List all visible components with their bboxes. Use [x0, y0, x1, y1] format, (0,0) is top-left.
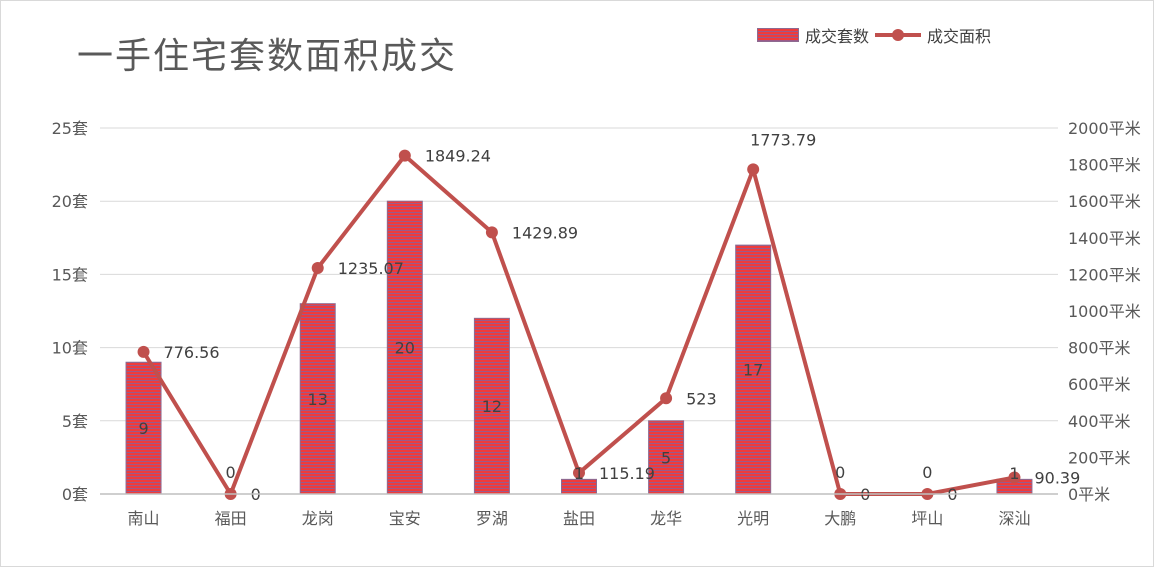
line-value-label: 1235.07 [338, 259, 404, 278]
legend-line-label: 成交面积 [927, 27, 992, 46]
line-value-label: 1429.89 [512, 223, 578, 242]
y-right-tick-label: 0平米 [1068, 485, 1110, 504]
x-tick-label: 龙岗 [302, 509, 334, 528]
y-right-tick-label: 800平米 [1068, 339, 1131, 358]
line-value-label: 523 [686, 389, 717, 408]
legend-item-line: 成交面积 [875, 23, 991, 47]
line-point [573, 466, 585, 479]
line-point [311, 261, 324, 274]
legend-line-swatch [875, 28, 922, 42]
bar [125, 361, 162, 495]
bar-value-label: 12 [482, 397, 502, 416]
x-tick-label: 坪山 [911, 509, 943, 528]
bar-layer [125, 200, 1033, 495]
bar-value-label: 5 [661, 448, 671, 467]
x-tick-label: 罗湖 [476, 509, 508, 528]
y-right-tick-label: 1800平米 [1068, 156, 1141, 175]
y-right-tick-label: 400平米 [1068, 412, 1131, 431]
y-left-tick-label: 25套 [52, 119, 88, 138]
bar-value-label: 20 [395, 339, 415, 358]
legend-bar-swatch [757, 28, 799, 42]
bar-value-label: 9 [138, 419, 148, 438]
line-value-label: 90.39 [1034, 468, 1080, 487]
bar-value-label: 0 [835, 463, 845, 482]
x-tick-label: 龙华 [650, 509, 682, 528]
bar [735, 244, 772, 495]
y-left-tick-label: 5套 [62, 412, 88, 431]
line-point [1008, 471, 1021, 484]
x-tick-label: 大鹏 [824, 509, 856, 528]
grid-layer [100, 127, 1058, 422]
line-point [747, 163, 760, 176]
x-tick-label: 南山 [128, 509, 160, 528]
line-point [398, 149, 411, 162]
bar-value-label: 0 [922, 463, 932, 482]
x-tick-label: 福田 [215, 509, 247, 528]
y-left-tick-label: 15套 [52, 265, 88, 284]
line-value-label: 1773.79 [750, 130, 816, 149]
legend-item-bar: 成交套数 [757, 23, 869, 47]
x-tick-label: 光明 [737, 509, 769, 528]
line-series [141, 153, 1015, 496]
y-right-tick-label: 1600平米 [1068, 192, 1141, 211]
line-point [137, 345, 150, 358]
y-right-tick-label: 1400平米 [1068, 229, 1141, 248]
y-left-tick-label: 10套 [52, 339, 88, 358]
line-point [485, 226, 498, 239]
line-point [660, 392, 673, 405]
bar-value-label: 0 [226, 463, 236, 482]
x-tick-label: 深汕 [998, 509, 1030, 528]
legend-bar-label: 成交套数 [805, 27, 870, 46]
line-value-label: 1849.24 [425, 147, 491, 166]
y-left-tick-label: 20套 [52, 192, 88, 211]
y-right-tick-label: 2000平米 [1068, 119, 1141, 138]
line-layer [137, 149, 1021, 500]
y-right-tick-label: 1000平米 [1068, 302, 1141, 321]
bar-value-label: 17 [743, 361, 763, 380]
axis-layer: 0套 5套 10套 15套 20套 25套 0平米 200平米 400平米 600平米 800平米 1… [52, 119, 1141, 528]
x-tick-label: 宝安 [389, 509, 421, 528]
legend: 成交套数 成交面积 [757, 23, 991, 47]
y-right-tick-label: 200平米 [1068, 448, 1131, 467]
y-right-tick-label: 1200平米 [1068, 265, 1141, 284]
y-right-tick-label: 600平米 [1068, 375, 1131, 394]
bar [299, 303, 336, 495]
line-value-label: 776.56 [164, 343, 220, 362]
line-value-label: 115.19 [599, 464, 655, 483]
y-left-tick-label: 0套 [62, 485, 88, 504]
x-tick-label: 盐田 [563, 509, 595, 528]
bar-value-label: 1 [1009, 464, 1019, 483]
chart-title: 一手住宅套数面积成交 [77, 36, 458, 77]
bar-value-label: 1 [574, 464, 584, 483]
bar-value-label: 13 [308, 390, 328, 409]
